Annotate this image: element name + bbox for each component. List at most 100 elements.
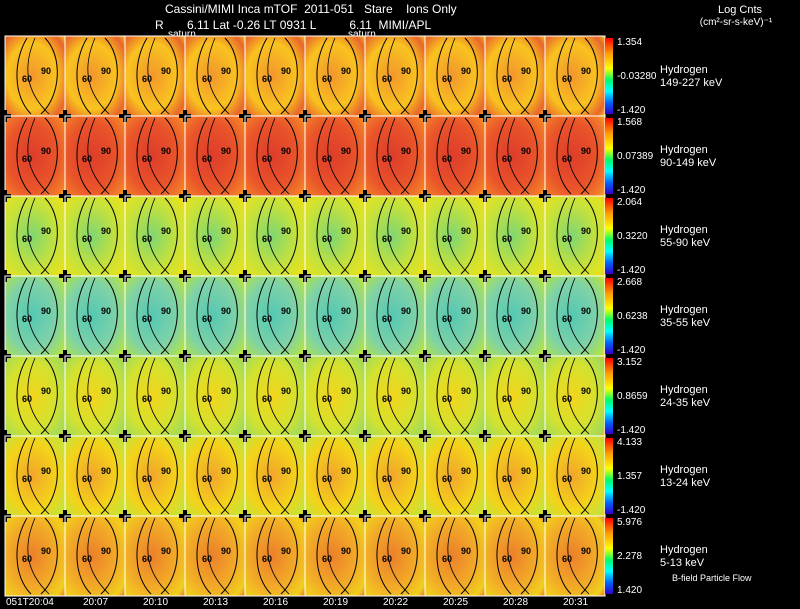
contour-line <box>447 277 470 355</box>
image-panel: 60 90 <box>179 350 246 437</box>
image-panel: 60 90 <box>179 110 246 197</box>
contour-label-60: 60 <box>142 474 152 484</box>
contour-line <box>376 117 392 195</box>
contour-line <box>327 437 350 515</box>
colorbar-max: 1.568 <box>617 117 643 128</box>
contour-line <box>100 117 118 195</box>
image-panel: 60 90 <box>239 510 306 597</box>
contour-label-60: 60 <box>442 154 452 164</box>
contour-line <box>16 437 32 515</box>
contour-line <box>387 197 410 275</box>
contour-label-60: 60 <box>22 554 32 564</box>
contour-line <box>76 277 92 355</box>
contour-label-90: 90 <box>41 546 51 556</box>
contour-label-60: 60 <box>142 74 152 84</box>
contour-line <box>460 357 478 435</box>
contour-line <box>436 117 452 195</box>
contour-label-90: 90 <box>401 66 411 76</box>
colorbar <box>605 358 613 434</box>
contour-label-90: 90 <box>41 466 51 476</box>
contour-label-90: 90 <box>341 546 351 556</box>
contour-line <box>100 37 118 115</box>
contour-label-90: 90 <box>221 386 231 396</box>
image-panel: 60 90 <box>359 270 426 357</box>
image-panel: 60 90 <box>0 110 66 197</box>
contour-line <box>220 197 238 275</box>
contour-line <box>196 357 212 435</box>
image-panel: 60 90 <box>299 510 366 597</box>
species-label: Hydrogen <box>660 304 708 316</box>
contour-line <box>40 197 58 275</box>
contour-line <box>207 117 230 195</box>
contour-line <box>376 517 392 595</box>
contour-line <box>280 357 298 435</box>
contour-label-60: 60 <box>382 554 392 564</box>
contour-label-60: 60 <box>22 314 32 324</box>
contour-label-60: 60 <box>82 154 92 164</box>
image-panel: 60 90 <box>179 510 246 597</box>
image-panel: 60 90 <box>179 430 246 517</box>
contour-line <box>556 517 572 595</box>
image-panel: 60 90 <box>0 190 66 277</box>
contour-label-60: 60 <box>442 554 452 564</box>
contour-label-60: 60 <box>562 314 572 324</box>
image-panel: 60 90 <box>479 430 546 517</box>
contour-line <box>327 197 350 275</box>
contour-label-60: 60 <box>202 554 212 564</box>
image-panel: 60 90 <box>419 270 486 357</box>
contour-label-60: 60 <box>142 314 152 324</box>
contour-line <box>387 37 410 115</box>
contour-label-60: 60 <box>322 394 332 404</box>
contour-label-90: 90 <box>101 226 111 236</box>
contour-label-90: 90 <box>401 466 411 476</box>
contour-label-60: 60 <box>502 74 512 84</box>
contour-line <box>436 517 452 595</box>
contour-line <box>40 277 58 355</box>
contour-line <box>496 277 512 355</box>
contour-line <box>520 357 538 435</box>
contour-label-90: 90 <box>281 226 291 236</box>
contour-line <box>376 197 392 275</box>
time-label: 20:28 <box>503 597 529 608</box>
time-label: 051T20:04 <box>6 597 54 608</box>
contour-label-90: 90 <box>581 306 591 316</box>
contour-line <box>376 357 392 435</box>
contour-line <box>87 197 110 275</box>
colorbar-min: -1.420 <box>617 185 646 196</box>
contour-line <box>220 517 238 595</box>
contour-line <box>147 517 170 595</box>
contour-label-90: 90 <box>521 226 531 236</box>
colorbar <box>605 518 613 594</box>
contour-label-60: 60 <box>262 554 272 564</box>
contour-line <box>340 277 358 355</box>
contour-line <box>327 517 350 595</box>
contour-line <box>267 117 290 195</box>
contour-line <box>280 437 298 515</box>
image-panel: 60 90 <box>0 430 66 517</box>
contour-line <box>87 117 110 195</box>
contour-line <box>580 517 598 595</box>
contour-line <box>147 437 170 515</box>
contour-line <box>567 117 590 195</box>
contour-line <box>207 277 230 355</box>
time-label: 20:07 <box>83 597 109 608</box>
image-panel: 60 90 <box>539 110 606 197</box>
image-panel: 60 90 <box>119 270 186 357</box>
contour-label-60: 60 <box>322 474 332 484</box>
contour-line <box>196 277 212 355</box>
contour-line <box>280 277 298 355</box>
colorbar-max: 2.064 <box>617 197 643 208</box>
contour-line <box>400 437 418 515</box>
image-panel: 60 90 <box>239 270 306 357</box>
contour-label-60: 60 <box>22 234 32 244</box>
contour-line <box>520 517 538 595</box>
contour-label-90: 90 <box>401 386 411 396</box>
time-label: 20:19 <box>323 597 349 608</box>
contour-line <box>256 197 272 275</box>
contour-label-60: 60 <box>262 74 272 84</box>
contour-line <box>76 37 92 115</box>
orbit-info: R 6.11 Lat -0.26 LT 0931 L 6.11 MIMI/APL <box>155 18 432 32</box>
contour-line <box>340 37 358 115</box>
contour-line <box>40 117 58 195</box>
contour-line <box>447 517 470 595</box>
